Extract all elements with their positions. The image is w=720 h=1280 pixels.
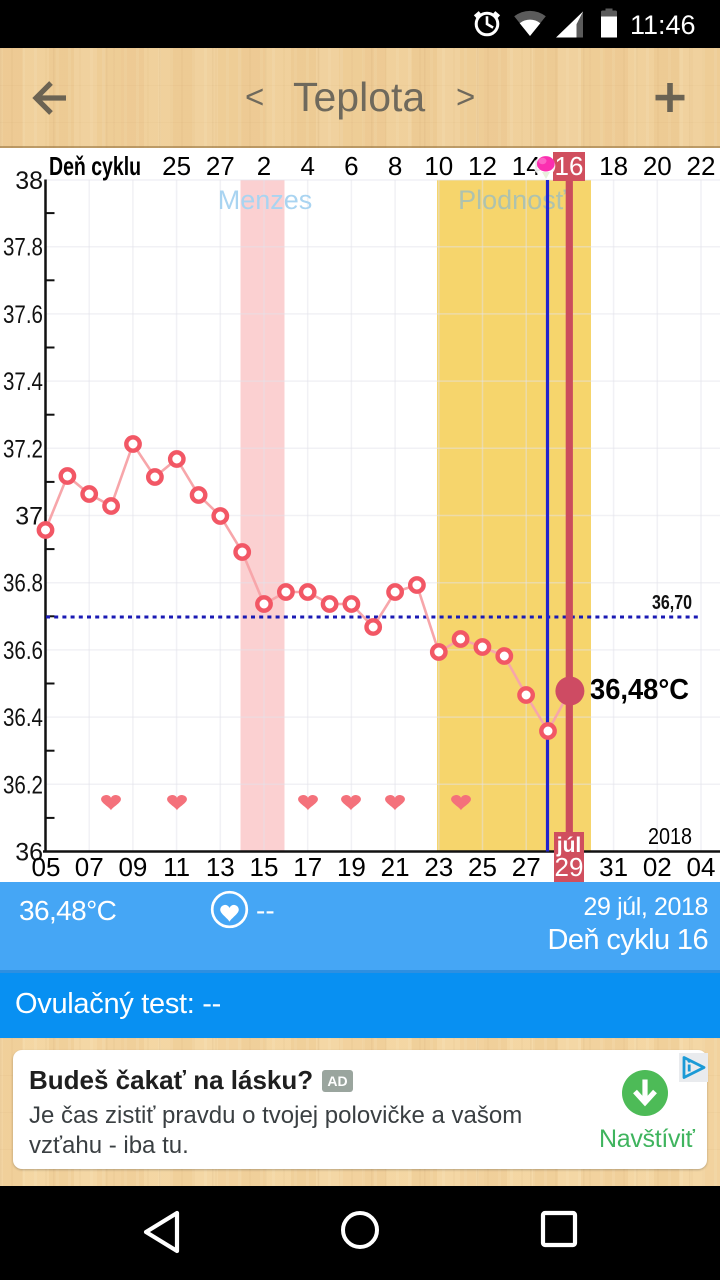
svg-text:36: 36 xyxy=(15,839,43,867)
svg-text:19: 19 xyxy=(337,852,366,882)
svg-text:júl: júl xyxy=(556,834,582,857)
svg-text:2: 2 xyxy=(257,151,271,181)
svg-text:36,70: 36,70 xyxy=(652,592,692,614)
svg-text:18: 18 xyxy=(599,151,628,181)
svg-text:Deň cyklu: Deň cyklu xyxy=(49,151,141,181)
svg-text:8: 8 xyxy=(388,151,402,181)
svg-text:29: 29 xyxy=(555,852,584,882)
svg-text:38: 38 xyxy=(15,167,43,195)
svg-text:23: 23 xyxy=(424,852,453,882)
svg-text:27: 27 xyxy=(512,852,541,882)
svg-text:37.4: 37.4 xyxy=(3,368,43,396)
svg-text:36.8: 36.8 xyxy=(3,570,43,598)
svg-text:36.6: 36.6 xyxy=(3,637,43,665)
svg-text:12: 12 xyxy=(468,151,497,181)
svg-text:Plodnosť: Plodnosť xyxy=(458,185,567,215)
svg-text:10: 10 xyxy=(424,151,453,181)
svg-text:Menzes: Menzes xyxy=(218,185,313,215)
svg-text:02: 02 xyxy=(643,852,672,882)
svg-text:15: 15 xyxy=(250,852,279,882)
svg-text:22: 22 xyxy=(687,151,716,181)
svg-text:11:46: 11:46 xyxy=(630,10,696,40)
svg-text:4: 4 xyxy=(300,151,314,181)
svg-text:37.6: 37.6 xyxy=(3,301,43,329)
svg-text:17: 17 xyxy=(293,852,322,882)
svg-text:05: 05 xyxy=(32,852,61,882)
svg-text:09: 09 xyxy=(118,852,147,882)
svg-text:36.2: 36.2 xyxy=(3,771,43,799)
svg-text:36.4: 36.4 xyxy=(3,704,43,732)
svg-text:13: 13 xyxy=(206,852,235,882)
svg-text:6: 6 xyxy=(344,151,358,181)
svg-text:07: 07 xyxy=(75,852,104,882)
svg-text:2018: 2018 xyxy=(648,823,692,849)
svg-text:20: 20 xyxy=(643,151,672,181)
svg-text:37.8: 37.8 xyxy=(3,234,43,262)
svg-text:27: 27 xyxy=(206,151,235,181)
svg-text:16: 16 xyxy=(555,151,584,181)
svg-text:11: 11 xyxy=(163,852,190,882)
svg-text:21: 21 xyxy=(381,852,410,882)
svg-text:25: 25 xyxy=(162,151,191,181)
svg-text:31: 31 xyxy=(599,852,628,882)
svg-text:25: 25 xyxy=(468,852,497,882)
svg-text:04: 04 xyxy=(687,852,716,882)
svg-text:36,48°C: 36,48°C xyxy=(590,674,689,706)
svg-text:37.2: 37.2 xyxy=(3,435,43,463)
